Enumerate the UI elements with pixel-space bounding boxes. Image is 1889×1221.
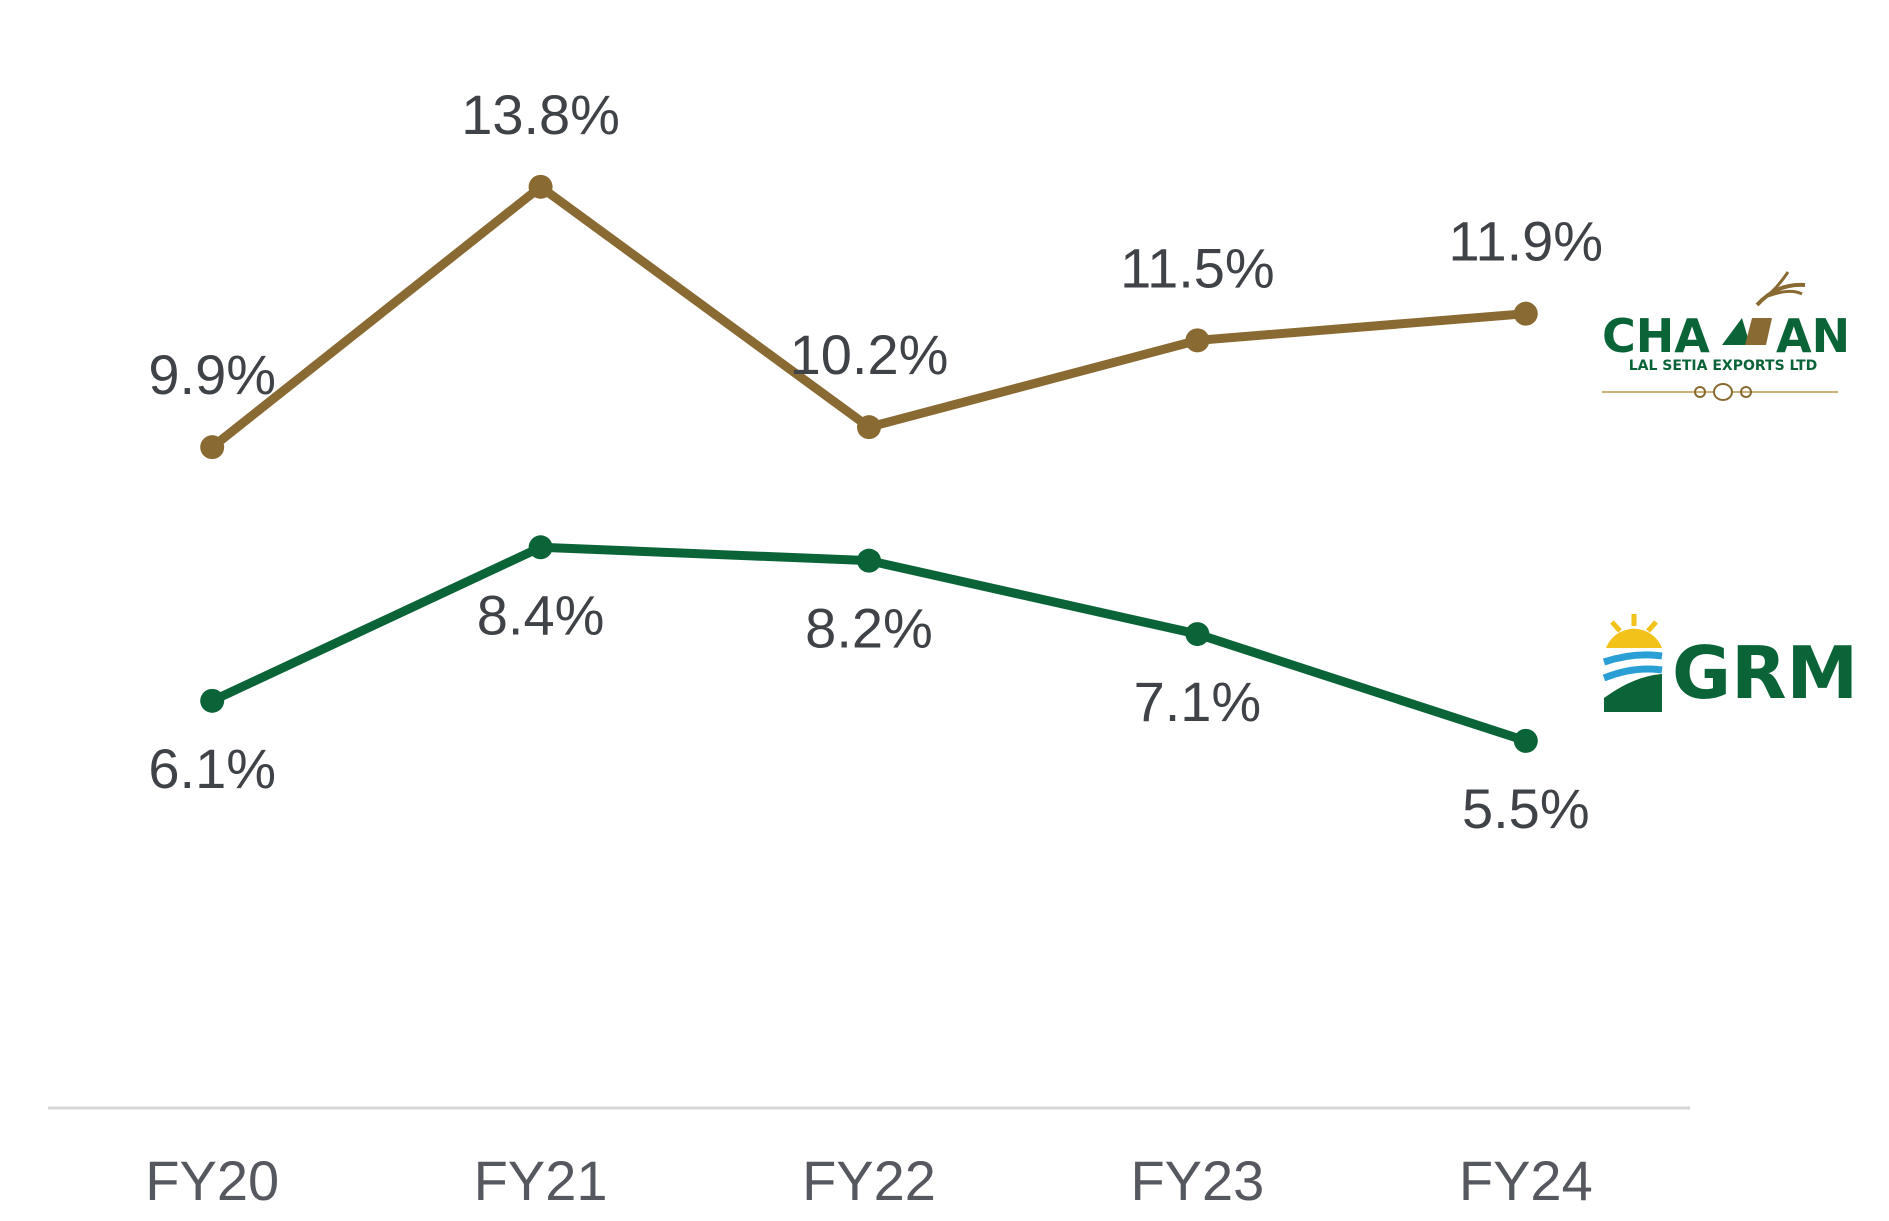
data-label: 9.9% (148, 343, 276, 406)
sunrise-field-icon (1602, 614, 1663, 712)
data-label: 11.5% (1120, 236, 1275, 299)
data-label: 10.2% (790, 323, 949, 386)
x-tick-label: FY24 (1459, 1149, 1593, 1212)
series-layer: 9.9% 13.8% 10.2% 11.5% 11.9% 6.1% 8.4% 8.2% 7.1%… (148, 83, 1603, 840)
data-point (1185, 622, 1210, 647)
chaman-logo-divider (1602, 383, 1838, 401)
grm-logo: GRM (1602, 614, 1858, 715)
series-2: 6.1% 8.4% 8.2% 7.1% 5.5% (148, 535, 1590, 840)
x-tick-label: FY23 (1130, 1149, 1264, 1212)
x-tick-label: FY22 (802, 1149, 936, 1212)
data-point (528, 535, 553, 560)
data-label: 8.4% (477, 583, 605, 646)
data-point (857, 415, 881, 440)
x-tick-labels: FY20 FY21 FY22 FY23 FY24 (145, 1149, 1592, 1212)
wheat-field-icon (1722, 271, 1806, 345)
series-1: 9.9% 13.8% 10.2% 11.5% 11.9% (148, 83, 1603, 460)
data-label: 11.9% (1448, 210, 1603, 273)
chaman-logo-subtitle: LAL SETIA EXPORTS LTD (1629, 358, 1818, 374)
data-label: 8.2% (805, 597, 933, 660)
data-label: 6.1% (148, 737, 276, 800)
data-point (1513, 728, 1538, 753)
series-line (209, 182, 1527, 451)
data-label: 13.8% (461, 83, 620, 146)
x-tick-label: FY21 (474, 1149, 608, 1212)
data-point (200, 688, 225, 713)
chaman-logo: CHA AN LAL SETIA EXPORTS LTD (1602, 271, 1850, 401)
data-point (857, 548, 881, 573)
data-label: 5.5% (1462, 777, 1590, 840)
data-point (200, 435, 225, 460)
chaman-logo-word-left: CHA (1602, 309, 1710, 363)
data-label: 7.1% (1134, 670, 1262, 733)
data-point (1513, 301, 1538, 326)
grm-logo-word: GRM (1672, 631, 1858, 715)
x-tick-label: FY20 (145, 1149, 279, 1212)
chaman-logo-word-right: AN (1776, 309, 1850, 363)
data-point (528, 174, 553, 199)
data-point (1185, 328, 1210, 353)
